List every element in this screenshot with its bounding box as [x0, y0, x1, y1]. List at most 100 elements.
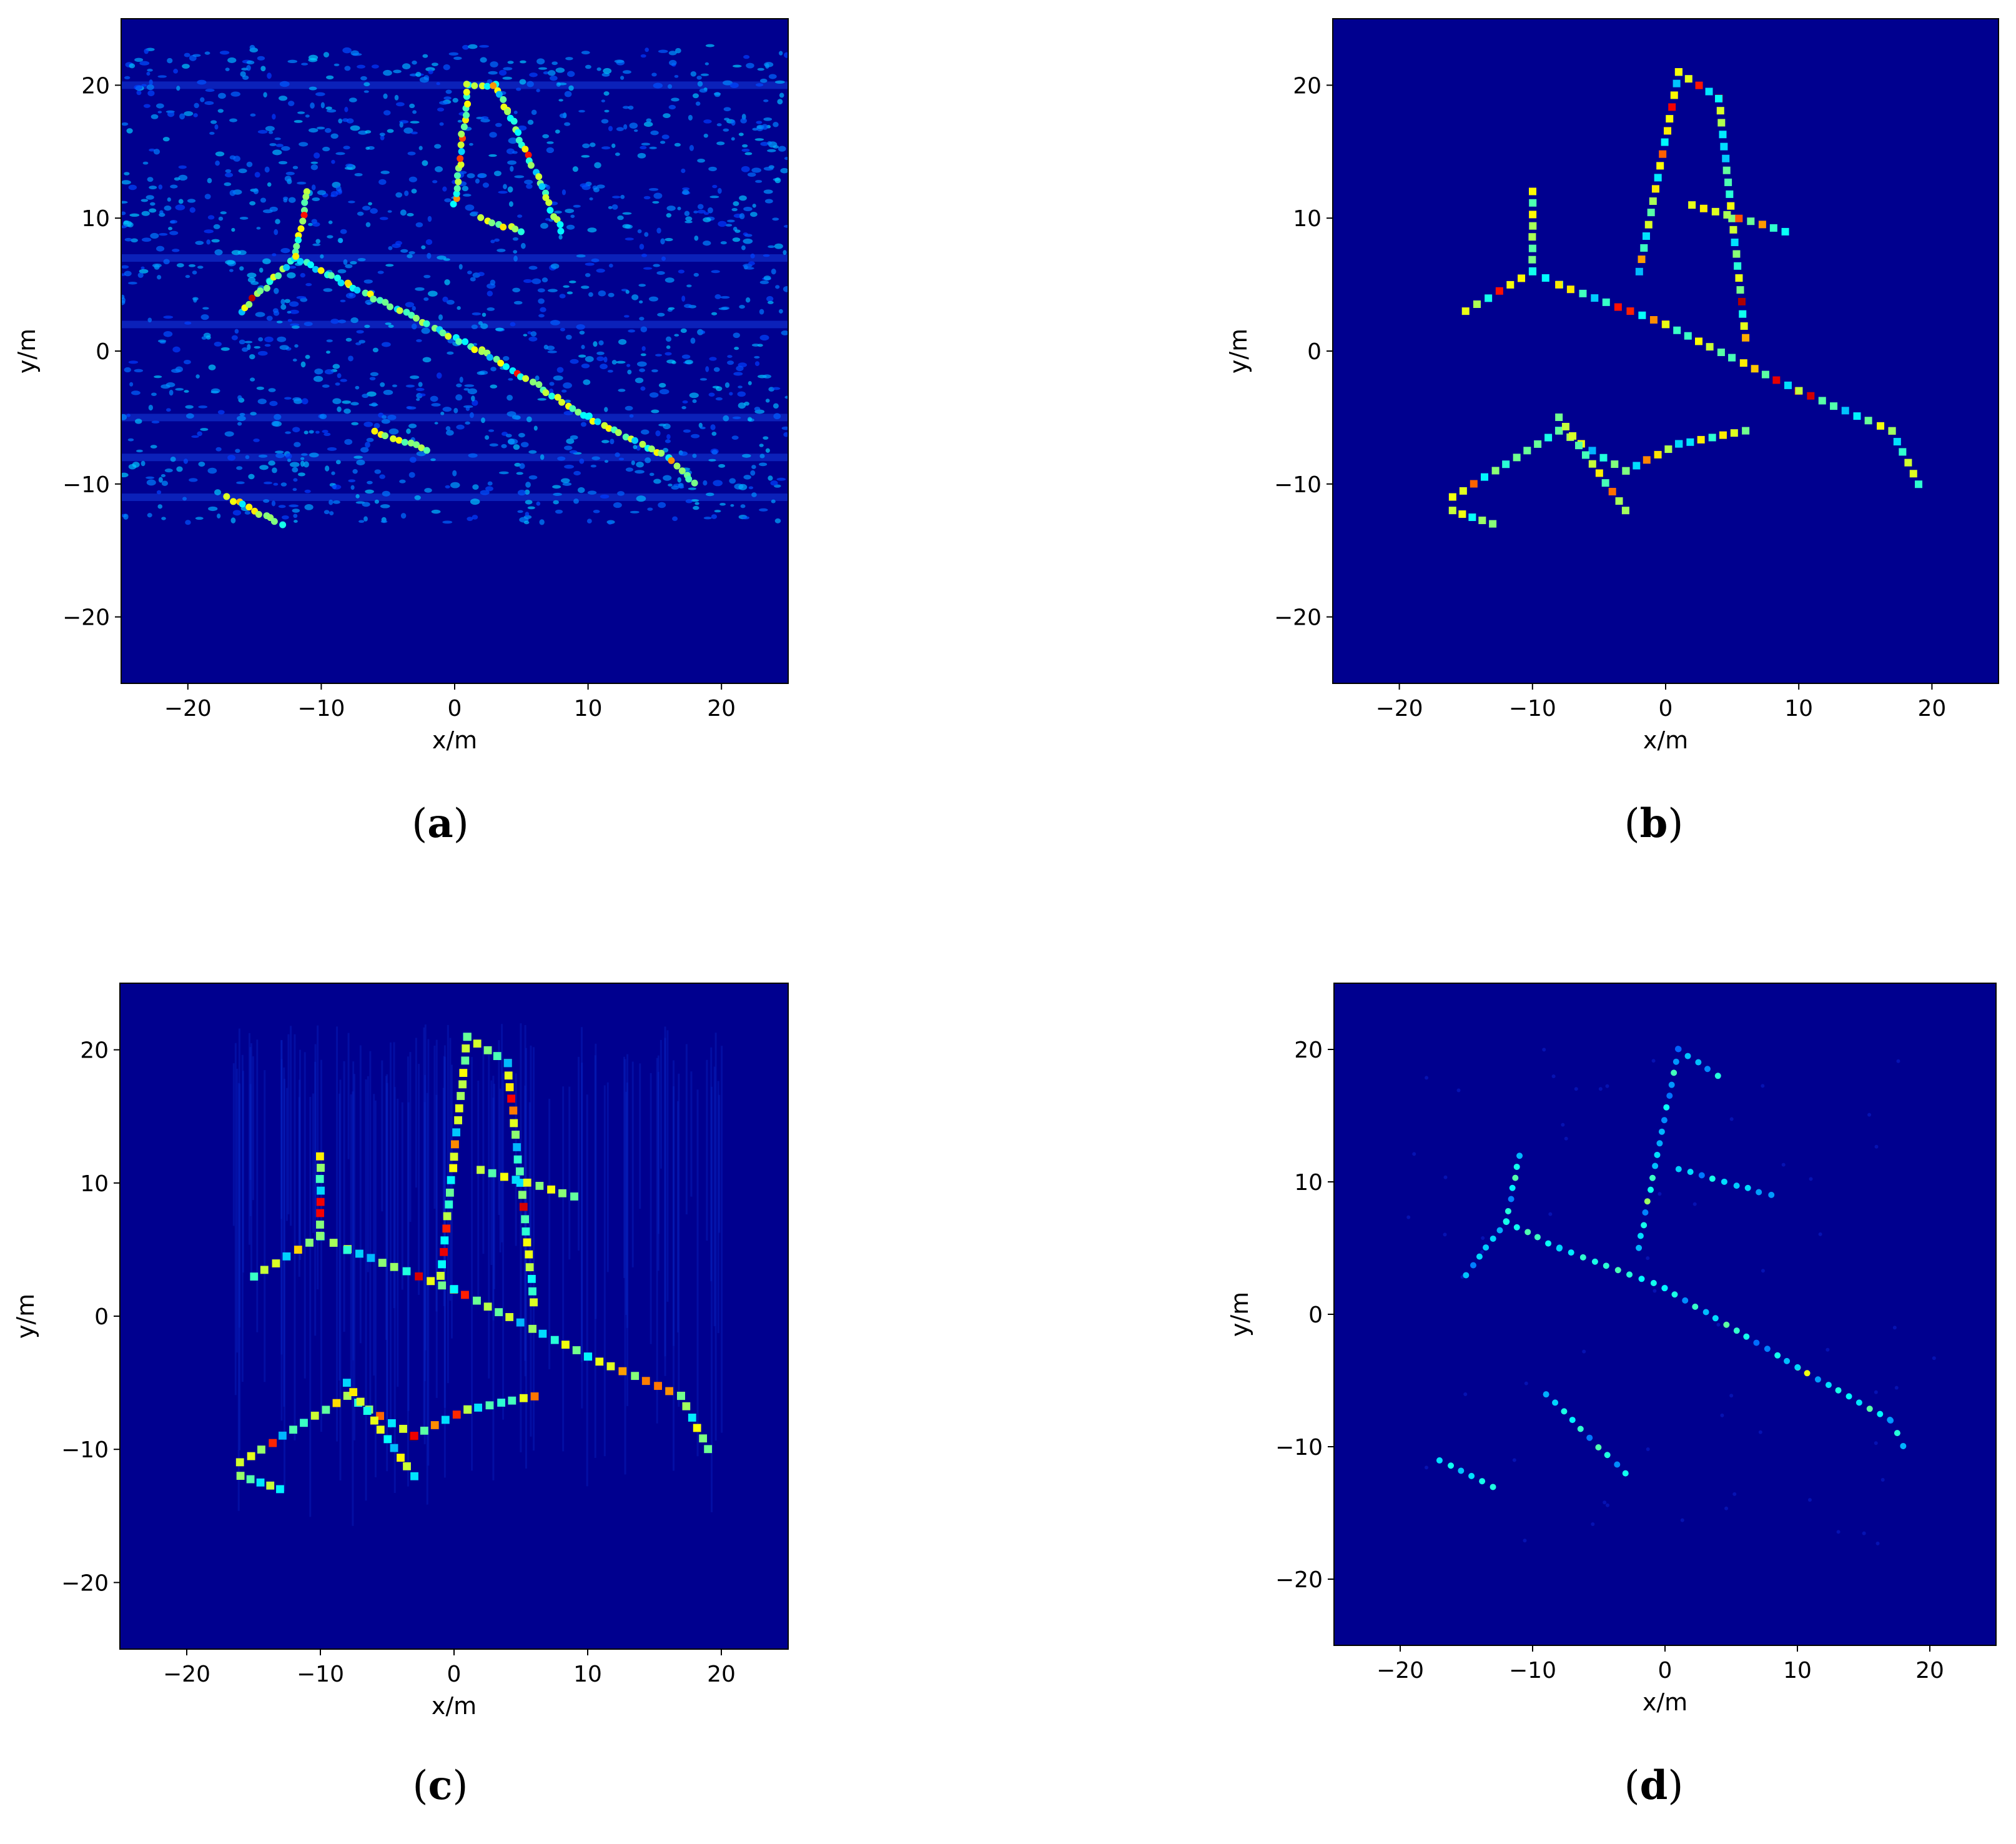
noise-speckle — [129, 213, 140, 217]
noise-speckle — [542, 134, 550, 139]
noise-speckle — [661, 256, 666, 261]
scatterer — [1747, 217, 1755, 226]
noise-speckle — [192, 270, 197, 275]
caption-letter: b — [1640, 800, 1668, 847]
noise-speckle — [540, 222, 548, 229]
scatterer — [1702, 1309, 1709, 1316]
noise-speckle — [517, 214, 523, 218]
noise-speckle — [269, 131, 274, 134]
noise-speckle — [267, 182, 272, 187]
scatterer — [557, 227, 565, 235]
scatterer — [493, 1052, 502, 1061]
noise-speckle — [322, 430, 329, 434]
noise-speckle — [249, 354, 255, 360]
y-tick-label: 0 — [1307, 339, 1322, 365]
smear-streak — [374, 1100, 377, 1477]
noise-speckle — [511, 151, 518, 154]
noise-speckle — [653, 478, 661, 484]
scatterer — [449, 1164, 458, 1172]
noise-speckle — [279, 345, 289, 350]
scatterer — [530, 1392, 539, 1400]
smear-streak — [581, 1027, 583, 1362]
noise-speckle — [408, 472, 415, 478]
noise-speckle — [573, 470, 581, 476]
noise-speckle — [412, 110, 417, 114]
noise-speckle — [564, 122, 571, 126]
scatterer — [1735, 274, 1743, 282]
noise-speckle — [732, 416, 741, 420]
smear-streak — [386, 1074, 388, 1472]
noise-speckle — [593, 341, 598, 347]
noise-speckle — [340, 379, 347, 382]
x-tick-label: −20 — [1376, 696, 1423, 721]
noise-speckle — [162, 137, 170, 142]
noise-speckle — [419, 77, 429, 83]
noise-speckle — [236, 481, 245, 484]
panel-caption: (d) — [1624, 1762, 1684, 1809]
scatterer — [605, 425, 613, 432]
noise-speckle — [279, 81, 290, 87]
scatterer — [1732, 250, 1741, 258]
scatterer — [1784, 1357, 1791, 1364]
noise-speckle — [250, 113, 256, 117]
x-axis-label: x/m — [1643, 726, 1688, 754]
smear-streak — [488, 1048, 490, 1379]
scatterer — [1900, 1442, 1907, 1449]
scatterer — [1468, 513, 1476, 522]
smear-streak — [367, 1076, 369, 1272]
noise-speckle — [493, 171, 502, 177]
noise-speckle — [393, 69, 402, 74]
noise-speckle — [422, 357, 432, 363]
scatterer — [1736, 286, 1744, 294]
noise-speckle — [766, 295, 774, 302]
noise-speckle — [345, 163, 353, 168]
noise-speckle — [643, 196, 651, 200]
scatterer — [538, 1329, 547, 1338]
noise-speckle — [373, 423, 380, 429]
noise-speckle — [421, 245, 426, 250]
noise-speckle — [538, 67, 548, 70]
scatterer — [270, 518, 278, 525]
scatterer — [463, 1405, 472, 1414]
noise-speckle — [677, 477, 682, 483]
scatterer — [704, 1445, 713, 1454]
noise-speckle — [175, 388, 184, 391]
smear-streak — [626, 1054, 629, 1407]
noise-speckle — [229, 118, 237, 122]
noise-speckle — [614, 59, 625, 63]
noise-speckle — [706, 492, 714, 497]
noise-speckle — [374, 469, 382, 474]
noise-speckle — [340, 299, 346, 302]
noise-speckle — [697, 81, 703, 87]
scatterer — [295, 236, 302, 244]
noise-speckle — [136, 449, 143, 453]
noise-speckle — [759, 462, 768, 467]
noise-speckle — [668, 483, 673, 487]
noise-speckle — [514, 415, 521, 420]
noise-speckle — [742, 454, 751, 458]
noise-speckle — [507, 160, 517, 165]
scatterer — [355, 1249, 363, 1258]
noise-speckle — [603, 67, 612, 74]
scatterer — [246, 1475, 255, 1484]
noise-speckle — [1809, 1177, 1813, 1181]
noise-speckle — [154, 375, 162, 379]
noise-speckle — [337, 406, 342, 412]
noise-speckle — [431, 403, 441, 407]
noise-speckle — [345, 292, 356, 299]
noise-speckle — [1406, 1215, 1411, 1219]
scatterer — [1648, 1186, 1654, 1193]
noise-speckle — [431, 62, 438, 66]
scatterer — [1561, 1408, 1568, 1415]
noise-speckle — [278, 96, 288, 101]
scatterer — [1473, 300, 1481, 309]
scatterer — [294, 1246, 302, 1254]
noise-speckle — [412, 305, 416, 311]
scatterer — [1684, 75, 1692, 83]
noise-speckle — [784, 395, 788, 399]
noise-speckle — [755, 83, 764, 87]
noise-speckle — [182, 64, 190, 69]
noise-speckle — [1605, 1503, 1609, 1507]
heatmap-background — [1333, 19, 1999, 683]
noise-speckle — [578, 354, 586, 358]
